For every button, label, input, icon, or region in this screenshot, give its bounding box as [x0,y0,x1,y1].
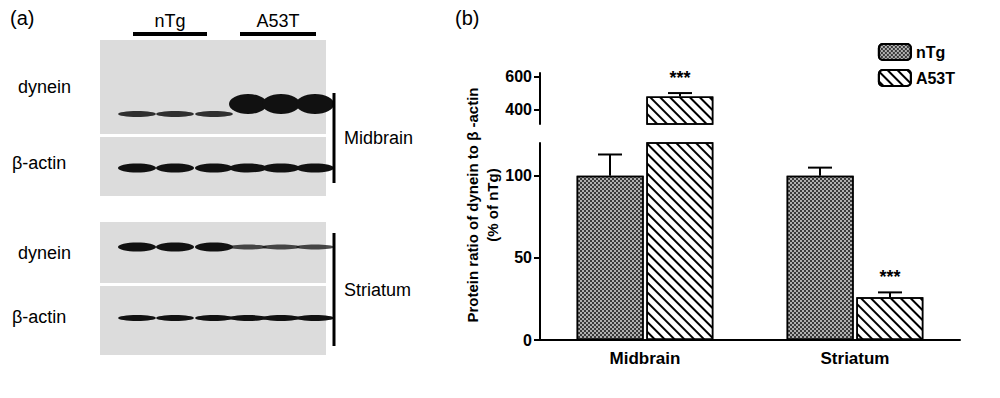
svg-text:(b): (b) [455,7,479,29]
svg-text:dynein: dynein [18,243,71,263]
svg-text:Protein ratio of dynein to β -: Protein ratio of dynein to β -actin [464,88,481,323]
svg-text:A53T: A53T [916,70,955,87]
svg-text:Midbrain: Midbrain [610,349,681,368]
svg-text:0: 0 [523,332,532,349]
svg-text:***: *** [879,267,900,287]
svg-text:Striatum: Striatum [344,280,411,300]
svg-text:nTg: nTg [916,44,945,61]
svg-text:(% of nTg): (% of nTg) [484,168,501,241]
svg-text:***: *** [669,68,690,88]
svg-text:nTg: nTg [154,11,185,31]
svg-text:400: 400 [505,101,532,118]
svg-text:β-actin: β-actin [12,307,66,327]
svg-text:A53T: A53T [256,11,299,31]
svg-text:(a): (a) [10,7,34,29]
svg-text:600: 600 [505,68,532,85]
svg-text:100: 100 [505,167,532,184]
svg-text:Midbrain: Midbrain [344,128,413,148]
svg-text:50: 50 [514,249,532,266]
svg-text:dynein: dynein [18,77,71,97]
svg-text:Striatum: Striatum [821,349,890,368]
svg-text:β-actin: β-actin [12,153,66,173]
